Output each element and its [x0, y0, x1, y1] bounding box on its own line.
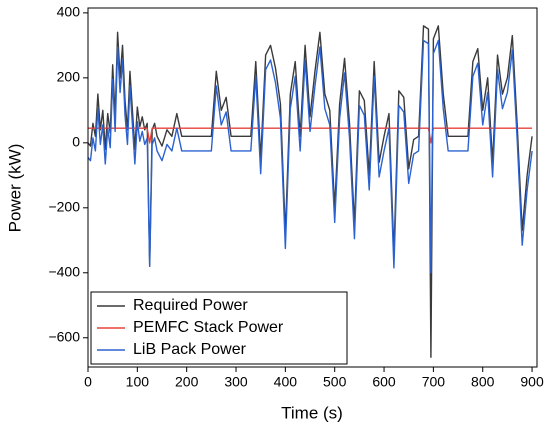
x-axis-label: Time (s) — [281, 403, 343, 422]
y-tick-label: 400 — [57, 4, 81, 20]
x-tick-label: 100 — [126, 374, 150, 390]
plot-frame — [87, 7, 538, 368]
x-tick-label: 500 — [323, 374, 347, 390]
y-tick-label: 0 — [72, 134, 80, 150]
series-line — [88, 127, 533, 144]
x-tick-label: 400 — [274, 374, 298, 390]
series-line — [87, 39, 533, 274]
x-tick-label: 700 — [422, 374, 446, 390]
y-axis-label: Power (kW) — [5, 144, 24, 233]
y-tick-label: −600 — [48, 328, 80, 344]
y-tick-label: −400 — [48, 263, 80, 279]
x-tick-label: 900 — [520, 374, 544, 390]
x-tick-label: 800 — [471, 374, 495, 390]
legend-label: LiB Pack Power — [133, 341, 247, 358]
x-tick-label: 300 — [224, 374, 248, 390]
legend-box — [90, 291, 348, 365]
y-tick-label: 200 — [57, 69, 81, 85]
x-tick-label: 600 — [372, 374, 396, 390]
x-tick-label: 200 — [175, 374, 199, 390]
x-tick-label: 0 — [84, 374, 92, 390]
y-tick-label: −200 — [48, 199, 80, 215]
legend-label: Required Power — [133, 297, 248, 314]
legend-label: PEMFC Stack Power — [133, 319, 284, 336]
